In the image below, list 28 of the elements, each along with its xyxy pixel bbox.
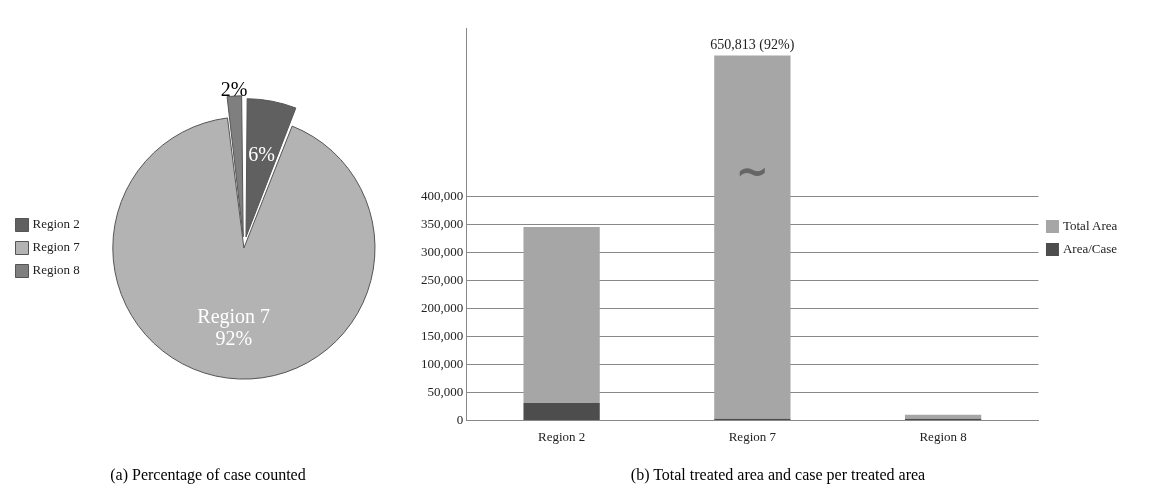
legend-label: Region 7 <box>32 239 81 255</box>
annotation: ~ <box>735 147 770 194</box>
bar <box>714 55 791 419</box>
legend-label: Region 8 <box>32 262 80 278</box>
legend-label: Area/Case <box>1062 240 1118 256</box>
x-tick-label: Region 7 <box>728 428 777 444</box>
y-tick-label: 300,000 <box>421 243 464 259</box>
y-tick-label: 50,000 <box>427 383 464 399</box>
y-tick-label: 400,000 <box>421 187 464 203</box>
data-label: 2% <box>220 78 248 101</box>
y-tick-label: 350,000 <box>421 215 464 231</box>
y-tick-label: 0 <box>456 411 464 427</box>
y-tick-label: 200,000 <box>421 299 464 315</box>
total-label: 650,813 (92%) <box>710 37 795 54</box>
data-label: 6% <box>248 142 275 165</box>
text: (b) Total treated area and case per treated area <box>630 466 926 484</box>
x-tick-label: Region 2 <box>537 428 586 444</box>
bar <box>523 403 600 420</box>
y-tick-label: 150,000 <box>421 327 464 343</box>
legend-label: Total Area <box>1062 217 1118 233</box>
text: (a) Percentage of case counted <box>110 466 306 484</box>
legend-label: Region 2 <box>32 216 80 232</box>
x-tick-label: Region 8 <box>919 428 967 444</box>
data-label: Region 7 92% <box>197 304 271 349</box>
bar <box>904 414 982 419</box>
y-tick-label: 250,000 <box>421 271 464 287</box>
y-tick-label: 100,000 <box>421 355 464 371</box>
bar <box>523 227 600 404</box>
